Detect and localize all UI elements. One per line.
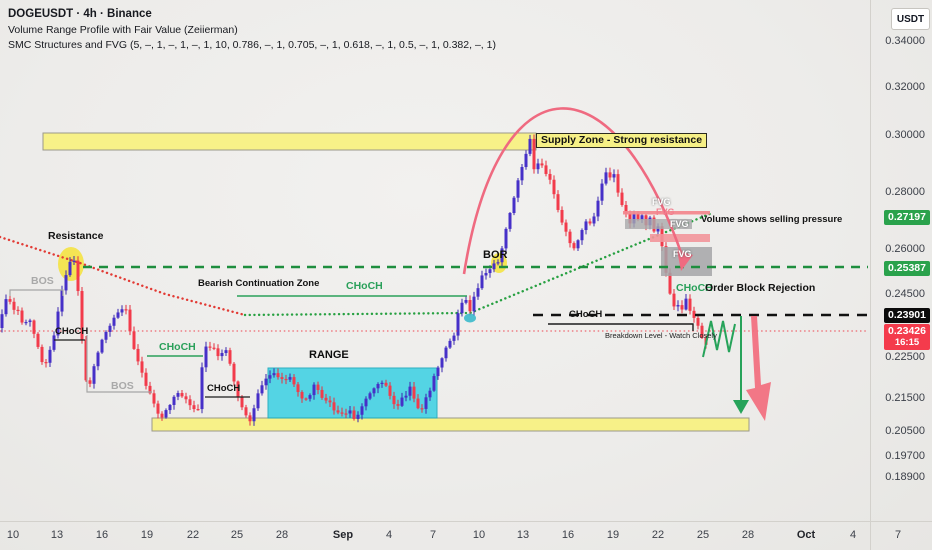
retest-teal-dot[interactable] [464,313,476,323]
bor-label[interactable]: BOR [483,249,508,261]
choch-label-green-3[interactable]: CHoCH [676,282,713,294]
time-tick-label: 16 [95,529,109,541]
bos-label-1[interactable]: BOS [31,275,54,287]
choch-label-green-2[interactable]: CHoCH [346,280,383,292]
bos-line-1[interactable] [9,289,64,296]
fvg-label-3[interactable]: FVG [670,219,689,229]
time-tick-label: 13 [50,529,64,541]
price-badge-0.25387: 0.25387 [884,260,930,276]
price-tick-label: 0.24500 [885,288,925,300]
price-tick-label: 0.18900 [885,471,925,483]
time-tick-label: 10 [472,529,486,541]
price-tick-label: 0.32000 [885,81,925,93]
bos-line-2[interactable] [86,335,152,393]
choch-line-black-3[interactable] [548,323,694,331]
time-axis[interactable]: 10 13 16 19 22 25 28 Sep 4 7 10 13 16 19 22 25 28 Oct 4 7 [0,521,932,550]
level-lines [0,265,868,332]
fvg-label-4[interactable]: FVG [673,249,692,259]
bearish-continuation-label[interactable]: Bearish Continuation Zone [198,278,320,289]
price-tick-label: 0.28000 [885,186,925,198]
range-label[interactable]: RANGE [309,349,349,361]
resistance-label[interactable]: Resistance [48,230,104,242]
time-tick-label: 19 [140,529,154,541]
time-tick-label: 10 [6,529,20,541]
time-tick-label: 25 [696,529,710,541]
bos-label-2[interactable]: BOS [111,380,134,392]
price-axis[interactable]: 0.34000 0.32000 0.30000 0.28000 0.26000 0.245… [870,0,932,520]
symbol-title[interactable]: DOGEUSDT · 4h · Binance [8,8,152,20]
time-tick-label: 22 [186,529,200,541]
order-block-label[interactable]: Order Block Rejection [705,282,816,294]
price-tick-label: 0.19700 [885,450,925,462]
fair-value-line [0,211,714,317]
time-tick-label: 28 [275,529,289,541]
choch-label-black-2[interactable]: CHoCH [207,383,241,394]
projected-zigzag-path[interactable] [702,320,736,358]
indicator-legend-1[interactable]: Volume Range Profile with Fair Value (Ze… [8,24,238,36]
price-tick-label: 0.26000 [885,243,925,255]
price-badge-0.27197: 0.27197 [884,209,930,225]
price-tick-label: 0.34000 [885,35,925,47]
time-tick-label: 13 [516,529,530,541]
choch-label-black-1[interactable]: CHoCH [55,326,89,337]
time-tick-label: 16 [561,529,575,541]
supply-zone-label[interactable]: Supply Zone - Strong resistance [536,133,708,148]
choch-label-black-3[interactable]: CHoCH [569,309,603,320]
volume-pressure-label[interactable]: Volume shows selling pressure [701,214,843,225]
time-tick-label: 7 [429,529,437,541]
fvg-label-2[interactable]: FVG [656,207,675,217]
fvg-gray-band[interactable] [625,219,692,229]
candlestick-series [0,134,708,426]
structure-lines [9,289,694,398]
indicator-legend-2[interactable]: SMC Structures and FVG (5, –, 1, –, 1, –… [8,39,496,51]
time-tick-label: 4 [849,529,857,541]
time-tick-label: 4 [385,529,393,541]
time-tick-label: 25 [230,529,244,541]
time-tick-label: 28 [741,529,755,541]
time-tick-label: Sep [332,529,354,541]
price-tick-label: 0.22500 [885,351,925,363]
price-badge-0.23901: 0.23901 [884,307,930,323]
price-tick-label: 0.21500 [885,392,925,404]
arc-arrowhead [677,250,693,271]
time-axis-separator [0,521,932,522]
supply-zone-band[interactable] [42,132,537,151]
price-tick-label: 0.20500 [885,425,925,437]
rounded-top-arc-arrow[interactable] [462,107,687,275]
time-tick-label: 19 [606,529,620,541]
demand-zone-band[interactable] [151,417,750,432]
fvg-label-1[interactable]: FVG [652,197,671,207]
highlight-circles [58,247,507,281]
green-arrowhead [733,400,749,414]
time-tick-label: 22 [651,529,665,541]
price-badge-0.23426: 0.23426 16:15 [884,324,930,350]
time-tick-label: 7 [894,529,902,541]
time-tick-label: Oct [796,529,816,541]
drawn-arrows [462,107,771,421]
breakdown-label[interactable]: Breakdown Level - Watch Closely [605,331,717,340]
fvg-pink-bar[interactable] [650,234,710,242]
price-axis-separator [870,0,871,550]
price-tick-label: 0.30000 [885,129,925,141]
choch-label-green-1[interactable]: CHoCH [159,341,196,353]
pink-down-arrow[interactable] [746,316,771,421]
countdown-timer: 16:15 [894,337,920,348]
currency-toggle-button[interactable]: USDT [891,8,930,30]
